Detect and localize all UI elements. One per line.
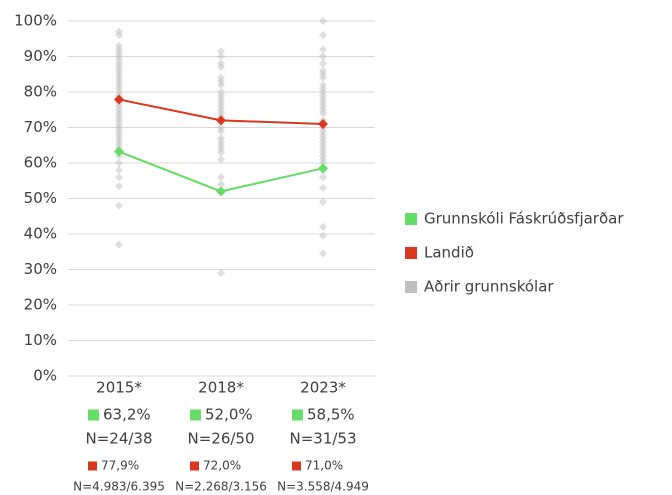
school-point xyxy=(115,166,123,175)
series-marker xyxy=(114,146,124,157)
value-label: 58,5% xyxy=(307,406,355,424)
school-point xyxy=(217,47,225,56)
y-tick-label: 30% xyxy=(24,260,57,278)
series-marker xyxy=(318,163,328,174)
school-point xyxy=(115,31,123,40)
x-tick-label: 2023* xyxy=(300,379,346,397)
school-point xyxy=(217,63,225,72)
school-point xyxy=(115,201,123,210)
y-tick-label: 60% xyxy=(24,154,57,172)
value-label: 71,0% xyxy=(305,459,343,473)
school-point xyxy=(319,198,327,207)
school-point xyxy=(217,148,225,157)
school-point xyxy=(217,155,225,164)
n-label: N=24/38 xyxy=(85,430,152,448)
n-label: N=4.983/6.395 xyxy=(73,480,165,494)
series-marker xyxy=(216,186,226,197)
school-point xyxy=(217,173,225,182)
y-tick-label: 100% xyxy=(14,12,57,30)
school-point xyxy=(217,80,225,89)
school-point xyxy=(217,52,225,61)
n-label: N=3.558/4.949 xyxy=(277,480,369,494)
n-label: N=26/50 xyxy=(187,430,254,448)
value-label: 63,2% xyxy=(103,406,151,424)
school-point xyxy=(319,249,327,258)
school-point xyxy=(319,17,327,25)
value-label: 77,9% xyxy=(101,459,139,473)
y-tick-label: 0% xyxy=(33,367,57,385)
school-point xyxy=(217,269,225,278)
x-tick-label: 2018* xyxy=(198,379,244,397)
y-tick-label: 90% xyxy=(24,47,57,65)
school-point xyxy=(217,180,225,189)
school-point xyxy=(319,73,327,82)
n-label: N=2.268/3.156 xyxy=(175,480,267,494)
school-point xyxy=(319,52,327,61)
series-marker xyxy=(318,118,328,129)
y-tick-label: 20% xyxy=(24,296,57,314)
y-tick-label: 50% xyxy=(24,189,57,207)
school-point xyxy=(319,59,327,68)
y-tick-label: 10% xyxy=(24,331,57,349)
legend-swatch xyxy=(405,247,417,259)
legend-label: Grunnskóli Fáskrúðsfjarðar xyxy=(424,210,624,228)
school-point xyxy=(319,159,327,167)
value-swatch xyxy=(292,409,303,421)
legend-label: Landið xyxy=(424,244,474,262)
school-point xyxy=(319,222,327,231)
school-point xyxy=(115,173,123,182)
school-point xyxy=(319,31,327,40)
value-swatch xyxy=(88,409,99,421)
value-label: 72,0% xyxy=(203,459,241,473)
school-point xyxy=(115,240,123,249)
legend-swatch xyxy=(405,281,417,293)
value-swatch xyxy=(88,461,97,471)
value-swatch xyxy=(292,461,301,471)
value-label: 52,0% xyxy=(205,406,253,424)
legend-label: Aðrir grunnskólar xyxy=(424,278,554,296)
x-tick-label: 2015* xyxy=(96,379,142,397)
value-swatch xyxy=(190,409,201,421)
series-marker xyxy=(216,115,226,126)
series-marker xyxy=(114,94,124,105)
school-point xyxy=(319,231,327,240)
school-point xyxy=(115,159,123,167)
legend-swatch xyxy=(405,213,417,225)
school-point xyxy=(319,109,327,118)
y-tick-label: 40% xyxy=(24,225,57,243)
n-label: N=31/53 xyxy=(289,430,356,448)
school-point xyxy=(319,45,327,54)
school-point xyxy=(319,183,327,192)
value-swatch xyxy=(190,461,199,471)
y-tick-label: 70% xyxy=(24,118,57,136)
school-point xyxy=(115,182,123,191)
y-tick-label: 80% xyxy=(24,83,57,101)
school-point xyxy=(217,127,225,136)
school-point xyxy=(319,173,327,182)
